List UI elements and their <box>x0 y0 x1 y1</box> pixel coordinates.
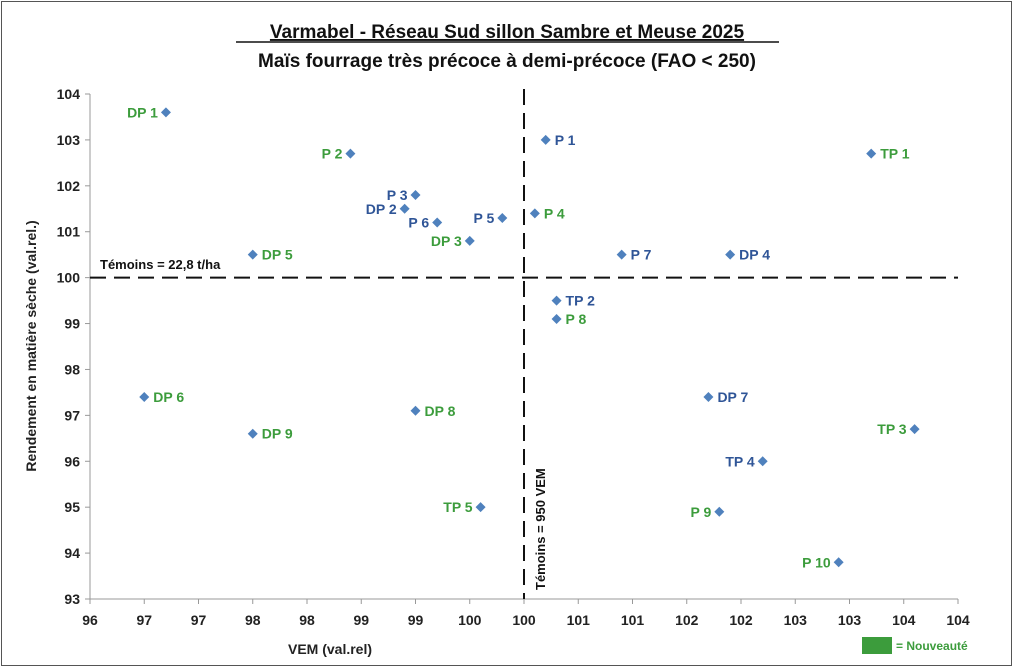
data-point <box>475 502 486 513</box>
x-tick-label: 102 <box>729 612 753 628</box>
data-label: DP 1 <box>127 104 158 120</box>
data-point <box>757 456 768 467</box>
data-point <box>551 313 562 324</box>
x-axis-label: VEM (val.rel) <box>288 641 372 657</box>
data-label: P 1 <box>555 132 576 148</box>
data-point <box>432 217 443 228</box>
reference-label-yield: Témoins = 22,8 t/ha <box>100 257 221 272</box>
y-tick-label: 102 <box>57 178 81 194</box>
data-label: P 6 <box>408 215 429 231</box>
data-label: DP 2 <box>366 201 397 217</box>
data-label: DP 3 <box>431 233 462 249</box>
x-tick-label: 99 <box>353 612 369 628</box>
x-tick-label: 97 <box>191 612 207 628</box>
x-tick-label: 97 <box>136 612 152 628</box>
data-point <box>714 506 725 517</box>
data-label: P 8 <box>566 311 587 327</box>
y-tick-label: 93 <box>64 591 80 607</box>
y-tick-label: 103 <box>57 132 81 148</box>
x-tick-label: 103 <box>838 612 862 628</box>
data-label: DP 7 <box>717 389 748 405</box>
data-label: P 3 <box>387 187 408 203</box>
data-point <box>247 249 258 260</box>
x-tick-label: 98 <box>299 612 315 628</box>
y-tick-label: 96 <box>64 453 80 469</box>
x-tick-label: 100 <box>512 612 536 628</box>
legend-label-new: = Nouveauté <box>896 639 968 653</box>
data-point <box>551 295 562 306</box>
data-label: DP 8 <box>425 403 456 419</box>
data-label: TP 5 <box>443 499 473 515</box>
data-label: TP 1 <box>880 146 910 162</box>
y-tick-label: 100 <box>57 270 81 286</box>
data-point <box>345 148 356 159</box>
data-point <box>160 107 171 118</box>
y-tick-label: 101 <box>57 224 81 240</box>
data-point <box>529 208 540 219</box>
x-tick-label: 101 <box>567 612 591 628</box>
data-label: P 7 <box>631 247 652 263</box>
x-tick-label: 104 <box>892 612 916 628</box>
x-tick-label: 98 <box>245 612 261 628</box>
data-label: DP 5 <box>262 247 293 263</box>
data-label: P 10 <box>802 554 831 570</box>
y-tick-label: 98 <box>64 361 80 377</box>
data-point <box>833 557 844 568</box>
y-tick-label: 97 <box>64 407 80 423</box>
y-tick-label: 99 <box>64 316 80 332</box>
data-label: P 4 <box>544 205 565 221</box>
x-tick-label: 99 <box>408 612 424 628</box>
y-tick-label: 94 <box>64 545 80 561</box>
data-point <box>247 428 258 439</box>
data-label: TP 3 <box>877 421 907 437</box>
x-tick-label: 100 <box>458 612 482 628</box>
data-label: P 2 <box>322 146 343 162</box>
data-point <box>410 190 421 200</box>
data-label: TP 2 <box>566 293 596 309</box>
data-label: P 9 <box>691 504 712 520</box>
x-tick-label: 96 <box>82 612 98 628</box>
data-label: P 5 <box>474 210 495 226</box>
x-tick-label: 102 <box>675 612 699 628</box>
chart-subtitle: Maïs fourrage très précoce à demi-précoc… <box>258 51 756 72</box>
data-point <box>410 405 421 416</box>
data-label: DP 9 <box>262 426 293 442</box>
x-tick-label: 104 <box>946 612 970 628</box>
data-point <box>399 203 410 214</box>
y-tick-label: 104 <box>57 86 81 102</box>
chart-title: Varmabel - Réseau Sud sillon Sambre et M… <box>270 22 745 43</box>
data-point <box>540 134 551 145</box>
data-label: TP 4 <box>725 453 755 469</box>
data-point <box>497 212 508 223</box>
legend-swatch-new <box>862 637 892 654</box>
reference-label-vem: Témoins = 950 VEM <box>533 468 548 590</box>
data-label: DP 6 <box>153 389 184 405</box>
x-tick-label: 101 <box>621 612 645 628</box>
x-tick-label: 103 <box>784 612 808 628</box>
data-label: DP 4 <box>739 247 770 263</box>
data-point <box>703 392 714 402</box>
data-point <box>616 249 627 260</box>
y-axis-label: Rendement en matière sèche (val.rel.) <box>23 220 39 471</box>
data-point <box>909 424 920 435</box>
y-tick-label: 95 <box>64 499 80 515</box>
data-point <box>866 148 877 159</box>
data-point <box>464 235 475 246</box>
data-point <box>139 392 150 402</box>
data-point <box>725 249 736 260</box>
